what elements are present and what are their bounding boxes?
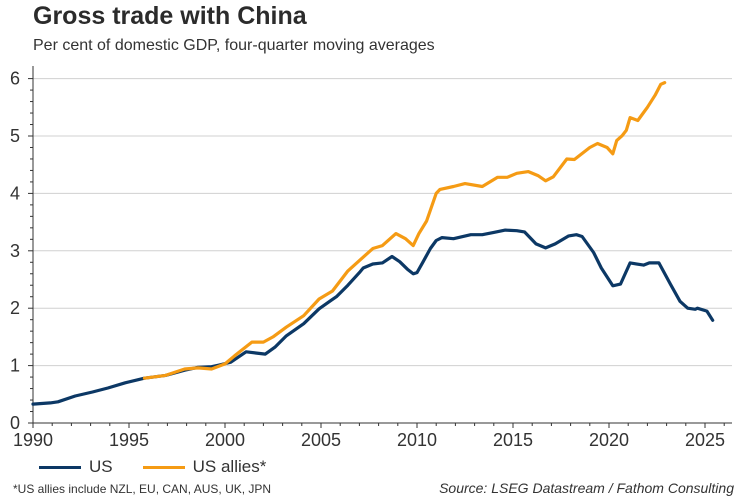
y-tick-label: 2 [10, 298, 20, 318]
x-tick-label: 2010 [397, 430, 437, 450]
chart-title: Gross trade with China [33, 2, 307, 30]
axis-ticks [28, 78, 725, 428]
x-tick-label: 1995 [109, 430, 149, 450]
legend-label-us: US [89, 457, 113, 476]
x-tick-label: 2015 [493, 430, 533, 450]
legend: US US allies* [39, 456, 296, 478]
y-tick-label: 4 [10, 183, 20, 203]
y-axis-labels: 0 1 2 3 4 5 6 [10, 69, 20, 433]
y-tick-label: 6 [10, 69, 20, 89]
y-tick-label: 5 [10, 126, 20, 146]
x-tick-label: 2025 [685, 430, 725, 450]
x-tick-label: 2005 [301, 430, 341, 450]
gridlines [33, 78, 732, 367]
source-note: Source: LSEG Datastream / Fathom Consult… [439, 480, 734, 496]
series-line-us-allies [142, 80, 667, 380]
y-tick-label: 3 [10, 241, 20, 261]
x-tick-label: 2000 [205, 430, 245, 450]
series-line-us [31, 228, 715, 406]
legend-item-us: US [39, 457, 113, 477]
legend-label-us-allies: US allies* [192, 457, 267, 476]
footnote: *US allies include NZL, EU, CAN, AUS, UK… [13, 482, 272, 496]
chart-subtitle: Per cent of domestic GDP, four-quarter m… [33, 37, 435, 54]
legend-item-us-allies: US allies* [142, 457, 267, 477]
x-tick-label: 1990 [13, 430, 53, 450]
axes [32, 66, 732, 424]
y-tick-label: 1 [10, 356, 20, 376]
y-tick-label: 0 [10, 413, 20, 433]
x-tick-label: 2020 [589, 430, 629, 450]
legend-swatch-us-allies [142, 465, 185, 469]
x-axis-labels: 1990 1995 2000 2005 2010 2015 2020 2025 [13, 430, 725, 450]
series-lines [31, 80, 715, 406]
legend-swatch-us [39, 465, 81, 469]
